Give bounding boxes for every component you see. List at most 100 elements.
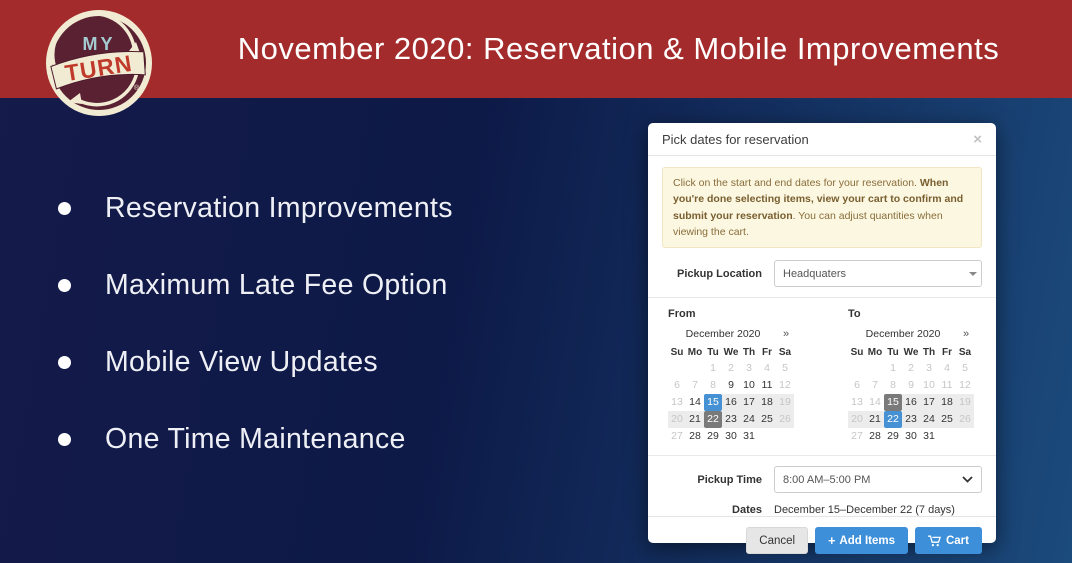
from-calendar: From December 2020 » Su Mo Tu We Th Fr Sa 1 2 3 4 5… (668, 308, 794, 445)
arrowhead-top-icon (129, 42, 140, 53)
page-title: November 2020: Reservation & Mobile Impr… (237, 31, 1000, 66)
alert-text: . You can adjust quantities when viewing… (673, 209, 943, 238)
caret-down-icon (968, 271, 977, 276)
calendar-day (776, 428, 794, 445)
dow-header: Mo (867, 347, 883, 359)
calendar-day[interactable]: 18 (938, 394, 956, 412)
bullet-item: Maximum Late Fee Option (58, 269, 453, 302)
calendar-day[interactable]: 28 (689, 430, 701, 443)
calendar-day[interactable]: 9 (728, 379, 734, 392)
close-icon[interactable]: × (973, 131, 982, 148)
calendar-day[interactable]: 10 (743, 379, 755, 392)
modal-body: Click on the start and end dates for you… (648, 156, 996, 516)
pickup-location-row: Pickup Location Headquaters (662, 260, 982, 288)
calendar-day[interactable]: 23 (902, 411, 920, 429)
calendar-day: 13 (851, 396, 863, 409)
calendar-day[interactable]: 21 (866, 411, 884, 429)
cart-button-label: Cart (945, 534, 969, 547)
modal-title: Pick dates for reservation (662, 132, 809, 147)
bullet-text: Mobile View Updates (105, 346, 378, 378)
bullet-dot (58, 433, 71, 446)
next-month-icon[interactable]: » (782, 327, 790, 340)
dow-header: Fr (762, 347, 772, 359)
calendar-day: 20 (848, 411, 866, 429)
calendar-day[interactable]: 16 (902, 394, 920, 412)
calendar-day[interactable]: 29 (707, 430, 719, 443)
my-turn-logo: MY TURN ® (46, 10, 152, 116)
cancel-button[interactable]: Cancel (746, 527, 809, 555)
calendar-day[interactable]: 24 (920, 411, 938, 429)
calendar-day[interactable]: 25 (938, 411, 956, 429)
dow-header: Tu (887, 347, 899, 359)
calendar-day: 12 (779, 379, 791, 392)
bullet-item: Mobile View Updates (58, 346, 453, 379)
calendars-row: From December 2020 » Su Mo Tu We Th Fr Sa 1 2 3 4 5… (662, 308, 982, 445)
dow-header: We (903, 347, 919, 359)
bullet-text: Maximum Late Fee Option (105, 269, 448, 301)
modal-header: Pick dates for reservation × (648, 123, 996, 156)
calendar-day[interactable]: 30 (905, 430, 917, 443)
calendar-day[interactable]: 22 (884, 411, 902, 429)
calendar-day[interactable]: 25 (758, 411, 776, 429)
calendar-grid: Su Mo Tu We Th Fr Sa 1 2 3 4 5 6 7 8 9 10 11 12 13 14 15 16 17 1… (668, 345, 794, 445)
pick-dates-modal: Pick dates for reservation × Click on th… (648, 123, 996, 555)
calendar-day: 7 (872, 379, 878, 392)
calendar-day: 4 (944, 362, 950, 375)
cart-button[interactable]: Cart (914, 527, 982, 555)
alert-text-bold: When you're done selecting items, view y… (673, 177, 964, 222)
dow-header: Th (742, 347, 756, 359)
calendar-day[interactable]: 28 (869, 430, 881, 443)
bullet-item: Reservation Improvements (58, 192, 453, 225)
calendar-day[interactable]: 29 (887, 430, 899, 443)
calendar-day[interactable]: 21 (686, 411, 704, 429)
calendar-day[interactable]: 14 (689, 396, 701, 409)
pickup-location-select[interactable]: Headquaters (774, 260, 982, 288)
calendar-day[interactable]: 22 (704, 411, 722, 429)
calendar-day[interactable]: 23 (722, 411, 740, 429)
add-items-button[interactable]: + Add Items (815, 527, 908, 555)
calendar-day[interactable]: 15 (884, 394, 902, 412)
calendar-day: 11 (941, 379, 953, 392)
calendar-day: 3 (926, 362, 932, 375)
calendar-day: 5 (782, 362, 788, 375)
chevron-down-icon (962, 476, 973, 483)
logo-ribbon (50, 50, 146, 90)
calendar-day (686, 360, 704, 377)
calendar-day[interactable]: 30 (725, 430, 737, 443)
calendar-month-label: December 2020 (865, 327, 941, 340)
calendar-label: From (668, 308, 696, 321)
calendar-day: 8 (710, 379, 716, 392)
circular-arrow-top-icon (50, 11, 136, 79)
dow-header: We (723, 347, 739, 359)
calendar-day[interactable]: 17 (740, 394, 758, 412)
dow-header: Su (850, 347, 864, 359)
dow-header: Fr (942, 347, 952, 359)
to-calendar: To December 2020 » Su Mo Tu We Th Fr Sa 1 2 3 4 5 6 7… (848, 308, 974, 445)
calendar-day[interactable]: 31 (743, 430, 755, 443)
calendar-day: 26 (956, 411, 974, 429)
calendar-day: 5 (962, 362, 968, 375)
calendar-day[interactable]: 18 (758, 394, 776, 412)
next-month-icon[interactable]: » (962, 327, 970, 340)
calendar-day: 8 (890, 379, 896, 392)
calendar-day (866, 360, 884, 377)
calendar-day: 27 (671, 430, 683, 443)
calendar-month-label: December 2020 (685, 327, 761, 340)
plus-icon: + (828, 533, 836, 548)
calendar-day: 26 (776, 411, 794, 429)
calendar-day[interactable]: 15 (704, 394, 722, 412)
calendar-day: 14 (869, 396, 881, 409)
calendar-day[interactable]: 11 (761, 379, 773, 392)
calendar-day[interactable]: 17 (920, 394, 938, 412)
calendar-day (758, 428, 776, 445)
calendar-day[interactable]: 16 (722, 394, 740, 412)
modal-footer: Cancel + Add Items Cart (648, 516, 996, 563)
calendar-day (668, 360, 686, 377)
calendar-day: 9 (908, 379, 914, 392)
calendar-label: To (848, 308, 861, 321)
calendar-day[interactable]: 31 (923, 430, 935, 443)
alert-text: Click on the start and end dates for you… (673, 177, 920, 189)
calendar-day[interactable]: 24 (740, 411, 758, 429)
pickup-time-select[interactable]: 8:00 AM–5:00 PM (774, 466, 982, 494)
